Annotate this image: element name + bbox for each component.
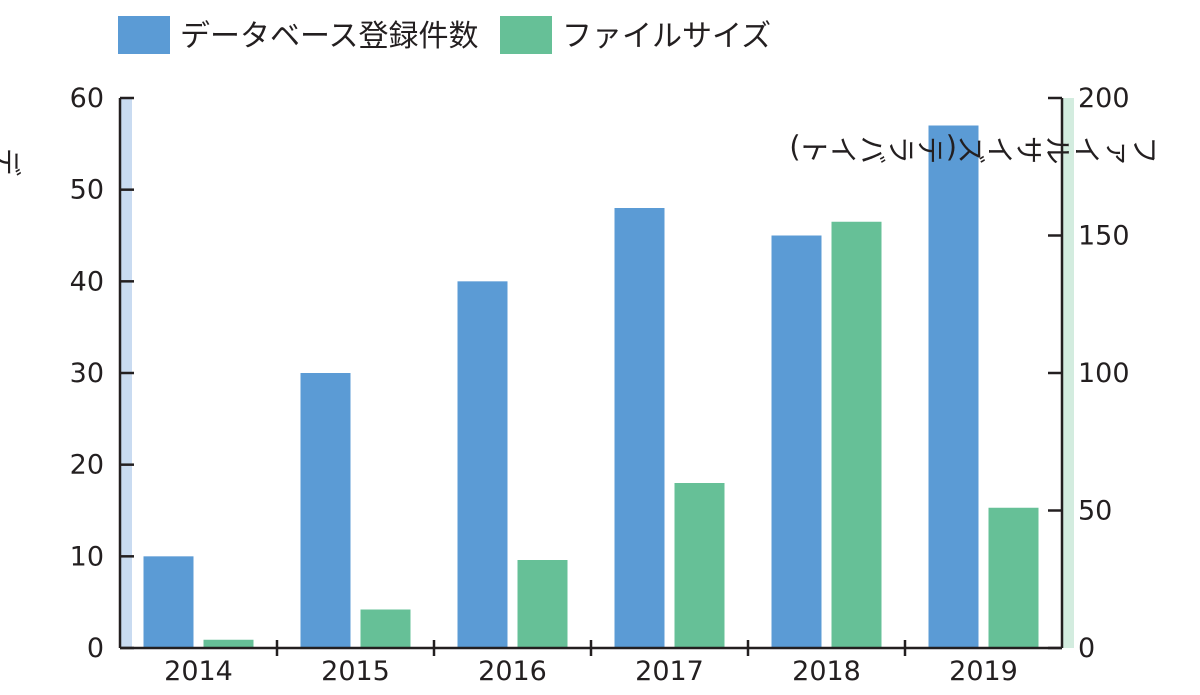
right-axis-title: ファイルサイズ(テラバイト) (789, 131, 1160, 165)
left-ticks: 0 10 20 30 40 50 60 (70, 83, 134, 664)
bar-file-size-2019 (988, 507, 1039, 648)
x-tick-label: 2019 (949, 656, 1018, 687)
bar-db-count-2015 (300, 373, 351, 648)
bar-file-size-2014 (203, 639, 254, 648)
left-tick-label: 20 (70, 450, 104, 481)
x-tick-label: 2017 (635, 656, 704, 687)
bars (143, 125, 1039, 648)
legend-swatch-db-count (118, 16, 170, 54)
legend-swatch-file-size (500, 16, 552, 54)
bar-db-count-2014 (143, 556, 194, 648)
x-tick-label: 2014 (164, 656, 233, 687)
right-tick-label: 200 (1078, 83, 1130, 114)
left-tick-label: 0 (87, 633, 104, 664)
bar-db-count-2019 (928, 125, 979, 648)
x-ticks: 2014 2015 2016 2017 2018 2019 (164, 640, 1018, 687)
legend-label-db-count: データベース登録件数 (180, 19, 479, 54)
right-ticks: 0 50 100 150 200 (1048, 83, 1130, 664)
bar-db-count-2017 (614, 208, 665, 648)
right-tick-label: 150 (1078, 221, 1130, 252)
left-axis-title: データベース登録件数 (0, 143, 22, 177)
legend: データベース登録件数 ファイルサイズ (118, 16, 771, 54)
right-axis-band (1062, 98, 1074, 648)
left-tick-label: 40 (70, 266, 104, 297)
right-tick-label: 100 (1078, 358, 1130, 389)
bar-db-count-2018 (771, 235, 822, 648)
left-tick-label: 50 (70, 175, 104, 206)
x-tick-label: 2015 (321, 656, 390, 687)
left-tick-label: 10 (70, 541, 104, 572)
right-tick-label: 0 (1078, 633, 1095, 664)
bar-file-size-2015 (360, 609, 411, 648)
bar-file-size-2017 (674, 483, 725, 648)
left-tick-label: 30 (70, 358, 104, 389)
bar-file-size-2016 (517, 560, 568, 648)
bar-db-count-2016 (457, 281, 508, 648)
x-tick-label: 2016 (478, 656, 547, 687)
x-tick-label: 2018 (792, 656, 861, 687)
left-tick-label: 60 (70, 83, 104, 114)
legend-label-file-size: ファイルサイズ (562, 19, 771, 54)
right-tick-label: 50 (1078, 496, 1112, 527)
bar-file-size-2018 (831, 221, 882, 648)
